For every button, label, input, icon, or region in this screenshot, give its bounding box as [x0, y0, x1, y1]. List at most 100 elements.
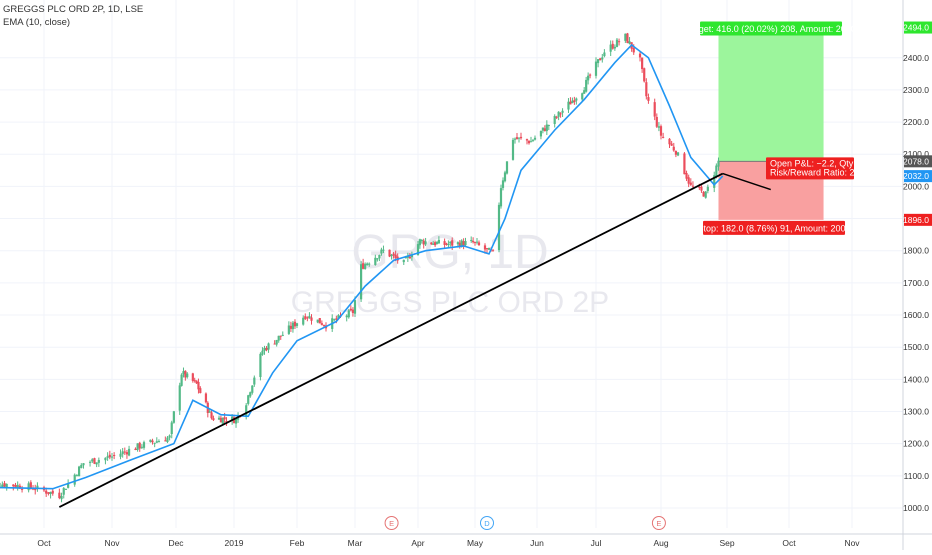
- x-tick-label: Apr: [411, 538, 424, 548]
- candle-down: [662, 136, 665, 138]
- candle-up: [587, 75, 590, 81]
- candle-up: [275, 339, 278, 345]
- candle-down: [306, 317, 309, 319]
- candle-up: [657, 126, 661, 128]
- candle-down: [322, 324, 326, 326]
- candle-down: [653, 102, 656, 117]
- indicator-title[interactable]: EMA (10, close): [3, 17, 71, 28]
- price-label-last: 2078.0: [903, 156, 929, 166]
- candle-up: [624, 33, 627, 41]
- price-label-ema-bg: [904, 170, 932, 183]
- candle-up: [717, 160, 720, 167]
- watermark-ticker: GRG, 1D: [351, 226, 548, 279]
- candle-down: [394, 254, 397, 258]
- candle-down: [491, 249, 495, 251]
- candle-up: [432, 243, 435, 245]
- candle-up: [420, 240, 423, 242]
- candle-up: [437, 239, 440, 244]
- candle-down: [29, 482, 32, 488]
- candle-up: [704, 191, 707, 198]
- event-marker-letter: D: [484, 519, 490, 528]
- candle-up: [104, 457, 107, 461]
- candle-up: [531, 140, 535, 142]
- candle-down: [392, 253, 395, 256]
- candle-up: [231, 416, 234, 421]
- candle-up: [435, 242, 439, 244]
- candle-down: [151, 440, 154, 443]
- candle-down: [599, 58, 602, 61]
- candle-up: [295, 323, 299, 326]
- candle-up: [513, 138, 517, 140]
- candle-down: [645, 82, 648, 97]
- symbol-title[interactable]: GREGGS PLC ORD 2P, 1D, LSE: [3, 4, 144, 15]
- candle-up: [503, 172, 507, 182]
- candle-up: [583, 90, 586, 94]
- candle-up: [91, 459, 94, 462]
- x-tick-label: 2019: [225, 538, 244, 548]
- candle-up: [178, 385, 181, 411]
- candle-down: [422, 240, 425, 245]
- candle-up: [545, 124, 548, 132]
- y-tick-label: 2400.0: [903, 53, 929, 63]
- candle-down: [687, 177, 690, 184]
- candle-down: [702, 191, 705, 197]
- candle-up: [110, 456, 114, 458]
- candle-up: [533, 137, 537, 140]
- open-pnl-label: Open P&L: −2.2, Qty: 0: [770, 158, 863, 168]
- candle-up: [5, 484, 8, 488]
- y-tick-label: 1300.0: [903, 407, 929, 417]
- candle-up: [316, 319, 319, 323]
- candle-up: [547, 125, 550, 127]
- candle-up: [172, 411, 175, 423]
- candle-down: [335, 318, 338, 320]
- candle-up: [585, 79, 588, 92]
- candle-down: [638, 53, 642, 58]
- candle-down: [320, 323, 323, 325]
- candle-down: [611, 43, 614, 49]
- x-tick-label: Nov: [844, 538, 860, 548]
- candle-up: [73, 474, 76, 485]
- candle-down: [473, 242, 477, 244]
- candle-up: [561, 110, 564, 113]
- candle-up: [366, 263, 369, 265]
- candle-down: [108, 454, 111, 458]
- candle-down: [647, 97, 650, 101]
- chart-legend: GREGGS PLC ORD 2P, 1D, LSE EMA (10, clos…: [3, 3, 143, 29]
- candle-down: [195, 380, 198, 384]
- candle-up: [291, 322, 295, 330]
- candle-down: [626, 33, 629, 43]
- candle-down: [193, 380, 196, 382]
- candle-up: [539, 130, 543, 137]
- candle-down: [674, 150, 678, 155]
- x-tick-label: Mar: [348, 538, 363, 548]
- candle-up: [62, 488, 65, 495]
- candle-down: [212, 418, 215, 421]
- y-tick-label: 1100.0: [904, 471, 930, 481]
- candle-down: [670, 143, 673, 146]
- candle-down: [191, 373, 194, 381]
- candle-down: [430, 242, 433, 245]
- candle-up: [119, 453, 122, 457]
- candle-down: [519, 136, 523, 139]
- candle-down: [51, 490, 54, 494]
- candle-down: [672, 146, 675, 151]
- y-tick-label: 2000.0: [903, 181, 929, 191]
- candle-up: [497, 204, 501, 251]
- candle-down: [134, 448, 137, 451]
- stop-label-bg: [703, 220, 846, 235]
- y-tick-label: 1500.0: [903, 342, 929, 352]
- candle-up: [368, 263, 371, 265]
- candle-down: [223, 417, 226, 420]
- target-label: Target: 416.0 (20.02%) 208, Amount: 2000: [686, 24, 856, 34]
- ema-line: [0, 43, 724, 490]
- candle-up: [281, 334, 284, 336]
- x-tick-label: Feb: [290, 538, 305, 548]
- candle-up: [267, 343, 270, 350]
- candle-down: [304, 316, 307, 319]
- candle-up: [337, 315, 340, 319]
- x-tick-label: Oct: [782, 538, 796, 548]
- candle-up: [501, 180, 505, 188]
- candle-up: [234, 418, 238, 424]
